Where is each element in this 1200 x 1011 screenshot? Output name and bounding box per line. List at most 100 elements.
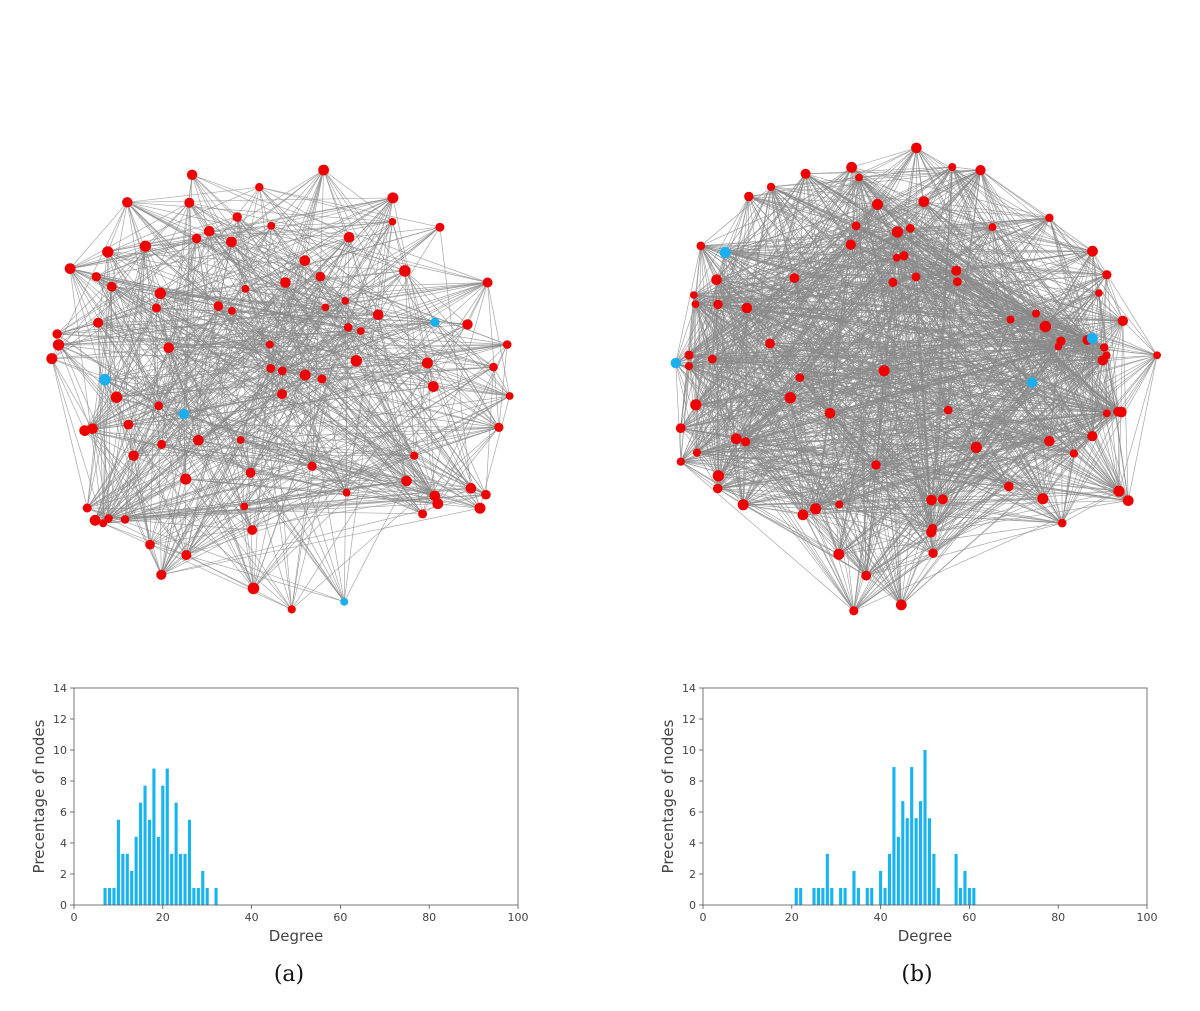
graph-b-edge <box>815 226 993 510</box>
graph-a-edge <box>84 430 347 494</box>
graph-a-edge <box>70 238 197 269</box>
graph-b-node <box>937 494 948 505</box>
graph-b-edge <box>839 499 943 505</box>
histogram-a-x-tick-label: 80 <box>422 911 436 924</box>
graph-b-edge <box>695 404 977 448</box>
graph-b-node <box>1097 355 1108 366</box>
graph-a-edge <box>160 293 347 493</box>
graph-b-edge <box>696 337 1093 453</box>
graph-a-edge <box>94 519 187 556</box>
graph-b-edge <box>1118 320 1124 492</box>
graph-a-edge <box>161 444 415 457</box>
graph-a-node <box>299 369 311 381</box>
graph-b-edge <box>815 508 934 554</box>
graph-b-edge <box>858 166 953 178</box>
graph-b-edge <box>735 255 905 439</box>
graph-a-edge <box>183 413 481 509</box>
graph-b-edge <box>716 279 902 606</box>
graph-a-edge <box>156 307 487 496</box>
graph-a-edge <box>188 202 199 441</box>
graph-a-edge <box>84 430 199 441</box>
graph-a-edge <box>96 276 161 294</box>
graph-a-edge <box>108 518 253 531</box>
graph-a-edge <box>434 321 500 428</box>
graph-b-edge <box>910 217 1050 229</box>
graph-b-node <box>712 470 725 482</box>
graph-a-edge <box>111 202 128 287</box>
graph-a-node <box>318 164 329 176</box>
graph-b-node <box>1087 431 1098 442</box>
graph-a-edge <box>116 344 508 398</box>
graph-a-edge <box>160 236 350 294</box>
graph-a-edge <box>149 307 157 545</box>
graph-b-edge <box>794 227 911 279</box>
graph-a-edge <box>56 169 324 335</box>
graph-a-edge <box>183 413 438 505</box>
graph-a-edge <box>158 231 210 406</box>
histogram-b-xlabel: Degree <box>898 927 953 945</box>
graph-a-edge <box>84 386 434 431</box>
graph-a-edge <box>156 197 394 309</box>
graph-a-edge <box>209 230 350 238</box>
graph-a-highlighted-node <box>430 317 440 327</box>
graph-a-edge <box>94 237 350 521</box>
histogram-b-y-tick-label: 4 <box>689 837 696 850</box>
graph-b-edge <box>838 255 905 555</box>
graph-b-edge <box>1061 411 1119 524</box>
graph-b-edge <box>696 245 702 453</box>
histogram-b-ylabel: Precentage of nodes <box>659 719 677 873</box>
graph-a-edge <box>270 260 306 369</box>
graph-b-node <box>797 509 809 521</box>
graph-b-edge <box>853 552 934 612</box>
graph-b-edge <box>675 362 840 555</box>
graph-a-edge <box>127 424 151 545</box>
graph-a-edge <box>218 305 271 369</box>
graph-b-edge <box>892 282 902 605</box>
graph-b-node <box>970 441 982 453</box>
graph-b-edge <box>794 167 852 279</box>
histogram-b-bar <box>812 887 816 905</box>
graph-a-node <box>156 569 167 580</box>
graph-a-node <box>474 502 486 514</box>
graph-b-edge <box>717 304 1093 339</box>
graph-b-edge <box>680 461 839 555</box>
graph-b-node <box>1004 481 1014 492</box>
graph-b-edge <box>725 250 1093 253</box>
histogram-a-bar <box>165 768 169 905</box>
graph-a-node <box>356 327 365 335</box>
graph-a-edge <box>96 238 197 278</box>
graph-b-edge <box>992 227 1010 487</box>
graph-b-node <box>878 365 890 377</box>
graph-b-edge <box>799 377 934 554</box>
graph-b-edge <box>1061 274 1108 524</box>
graph-a-edge <box>92 286 113 429</box>
graph-b-edge <box>802 514 934 554</box>
graph-a-edge <box>124 487 471 520</box>
graph-b-edge <box>829 413 934 554</box>
graph-a-node <box>191 233 202 244</box>
graph-b-edge <box>695 226 993 305</box>
histogram-b-y-tick-label: 2 <box>689 868 696 881</box>
graph-a-edge <box>145 245 434 387</box>
graph-a-highlighted-node <box>178 408 189 420</box>
graph-b-edge <box>724 196 750 253</box>
histogram-a-xlabel: Degree <box>269 927 324 945</box>
graph-b-node <box>975 165 986 176</box>
graph-a-edge <box>107 197 393 253</box>
graph-a-node <box>299 255 311 266</box>
graph-b-node <box>849 606 859 616</box>
graph-a-node <box>120 515 130 524</box>
graph-a-edge <box>96 276 283 372</box>
graph-b-edge <box>915 276 934 554</box>
graph-b-edge <box>799 281 958 378</box>
graph-a-edge <box>325 307 439 504</box>
graph-b-edge <box>725 225 857 253</box>
graph-b-node <box>953 277 962 287</box>
graph-a-edge <box>414 395 510 456</box>
graph-a-edge <box>259 186 350 238</box>
graph-a-edge <box>240 439 415 457</box>
graph-b-edge <box>1057 346 1120 492</box>
graph-b-edge <box>916 147 1119 412</box>
graph-a-edge <box>58 310 232 346</box>
graph-a-node <box>82 503 92 513</box>
